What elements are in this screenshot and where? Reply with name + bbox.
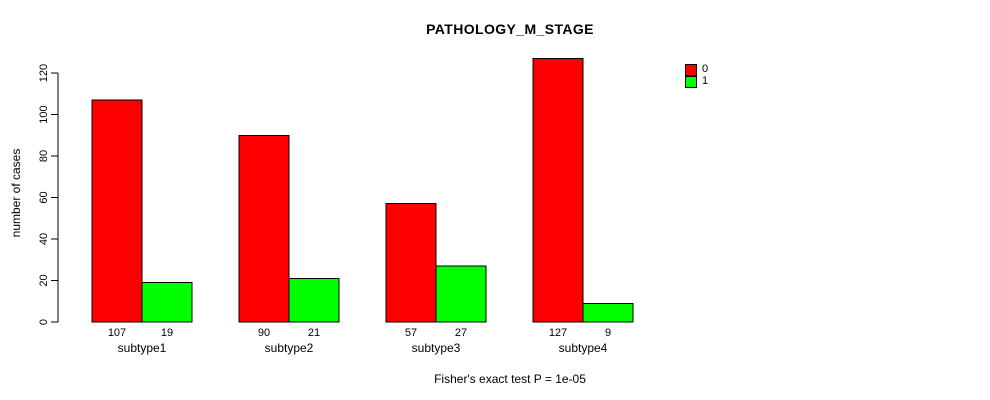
legend: 0 1 — [685, 63, 709, 88]
legend-swatch-red — [685, 63, 697, 76]
bar-subtype2-series1 — [288, 277, 340, 323]
y-axis-tick-label: 0 — [38, 319, 50, 325]
bar-subtype1-series1 — [141, 282, 193, 323]
y-axis-tick-label: 120 — [38, 64, 50, 82]
bar-value-label: 127 — [549, 327, 567, 339]
annotation-fisher-test: Fisher's exact test P = 1e-05 — [434, 372, 586, 386]
bar-subtype3-series1 — [435, 265, 487, 323]
bar-subtype1-series0 — [91, 99, 143, 323]
legend-swatch-green — [685, 75, 697, 88]
bar-value-label: 21 — [308, 327, 320, 339]
bar-subtype2-series0 — [238, 134, 290, 323]
category-label-subtype4: subtype4 — [559, 341, 608, 355]
bar-value-label: 19 — [161, 327, 173, 339]
bar-subtype4-series1 — [582, 302, 634, 323]
y-axis-tick-label: 20 — [38, 274, 50, 286]
chart-title: PATHOLOGY_M_STAGE — [426, 21, 594, 37]
bar-subtype4-series0 — [532, 57, 584, 323]
bar-value-label: 90 — [258, 327, 270, 339]
y-axis-label: number of cases — [9, 149, 23, 238]
category-label-subtype2: subtype2 — [265, 341, 314, 355]
legend-label-1: 1 — [702, 75, 709, 87]
y-axis-tick-label: 40 — [38, 233, 50, 245]
bar-value-label: 107 — [108, 327, 126, 339]
y-axis-tick-label: 60 — [38, 191, 50, 203]
legend-item-1: 1 — [685, 75, 709, 88]
bar-value-label: 9 — [605, 327, 611, 339]
category-label-subtype1: subtype1 — [118, 341, 167, 355]
y-axis-tick-label: 80 — [38, 150, 50, 162]
legend-item-0: 0 — [685, 63, 709, 76]
bar-value-label: 57 — [405, 327, 417, 339]
bar-subtype3-series0 — [385, 203, 437, 323]
y-axis-tick-label: 100 — [38, 105, 50, 123]
category-label-subtype3: subtype3 — [412, 341, 461, 355]
legend-label-0: 0 — [702, 63, 709, 75]
bar-value-label: 27 — [455, 327, 467, 339]
